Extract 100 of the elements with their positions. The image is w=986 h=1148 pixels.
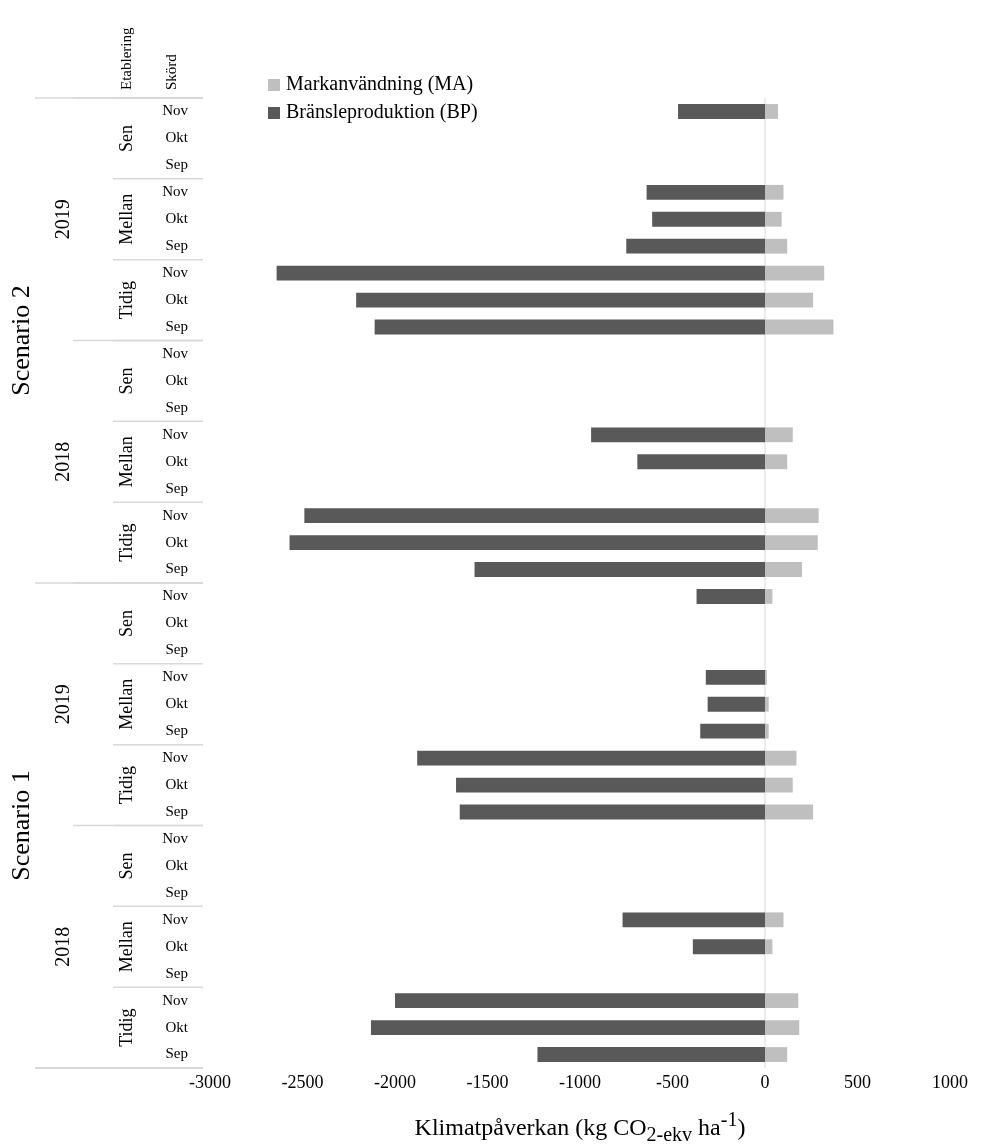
bar [765,993,799,1009]
text: Sen [115,852,136,880]
y-tick-label: Okt [165,937,189,954]
legend-label: Bränsleproduktion (BP) [286,100,478,124]
y-tick-label: Sep [165,560,188,577]
y-tick-label: Sep [165,479,188,496]
bar [765,1047,788,1062]
x-tick-label: -1500 [466,1071,509,1092]
bar [374,319,765,335]
x-tick-label: 500 [844,1071,871,1092]
text: Mellan [115,921,136,973]
bar [370,1020,765,1035]
bar [304,508,765,524]
bar [765,508,819,524]
bar [626,238,765,254]
text: 2019 [51,684,74,725]
bar [765,696,769,712]
y-tick-label: Okt [165,533,189,550]
y-tick-label: Sep [165,883,188,900]
y-tick-label: Sep [165,156,188,173]
y-tick-label: Nov [162,910,189,927]
text: 2018 [51,926,74,967]
bar [765,535,818,550]
bar [765,1020,800,1035]
y-tick-label: Okt [165,371,189,388]
bar [765,292,814,308]
bar [765,211,782,227]
y-tick-label: Nov [162,344,189,361]
y-tick-label: Okt [165,856,189,873]
y-tick-label: Okt [165,452,189,469]
text: Scenario 2 [5,285,35,396]
bar [474,562,765,577]
text: Scenario 1 [5,770,35,881]
bar [765,104,778,119]
y-tick-label: Sep [165,1045,188,1062]
x-tick-label: 0 [760,1071,770,1092]
x-tick-label: -3000 [189,1071,231,1092]
bar [705,669,765,685]
text: Sen [115,367,136,395]
y-tick-label: Nov [162,829,189,846]
x-tick-label: -2000 [374,1071,416,1092]
text: Mellan [115,678,136,730]
x-axis-title: Klimatpåverkan (kg CO$_{2-ekv}$ ha$^{-1}$) [413,1108,747,1146]
y-tick-label: Nov [162,991,189,1008]
bar [417,750,765,766]
y-tick-label: Okt [165,1018,189,1035]
bar [289,535,765,550]
text: Etablering [117,27,134,90]
bar [678,104,765,119]
y-tick-label: Okt [165,210,189,227]
bar [276,265,765,281]
y-tick-label: Okt [165,776,189,793]
bar [765,589,773,604]
text: Sen [115,609,136,637]
y-tick-label: Sep [165,802,188,819]
text: Tidig [115,280,136,320]
y-tick-label: Nov [162,668,189,685]
y-tick-label: Sep [165,317,188,334]
bar [765,184,784,200]
text: Tidig [115,765,136,805]
text: Tidig [115,1008,136,1047]
text: Sen [115,124,136,152]
y-tick-label: Sep [165,964,188,981]
bar [765,777,793,793]
x-tick-label: 1000 [932,1071,968,1092]
y-tick-label: Nov [162,749,189,766]
y-tick-label: Nov [162,425,189,442]
bar [622,912,765,928]
y-tick-label: Okt [165,129,189,146]
bar [707,696,765,712]
y-tick-label: Sep [165,237,188,254]
y-tick-label: Sep [165,641,188,658]
bar [765,750,797,766]
x-tick-label: -500 [656,1071,689,1092]
text: Skörd [162,53,179,90]
y-tick-label: Nov [162,183,189,200]
bar [652,211,765,227]
bar [765,562,802,577]
bar [356,292,765,308]
bar [646,184,765,200]
bar [765,238,788,254]
bar [765,912,784,928]
x-tick-label: -1000 [559,1071,601,1092]
text: Mellan [115,193,136,245]
bar [696,589,765,604]
y-tick-label: Okt [165,695,189,712]
bar [395,993,765,1009]
y-tick-label: Okt [165,291,189,308]
bar [765,723,769,739]
text: Mellan [115,436,136,488]
bar [692,939,765,955]
y-tick-label: Nov [162,264,189,281]
y-tick-label: Nov [162,506,189,523]
bar [700,723,765,739]
bar [765,939,773,955]
y-tick-label: Okt [165,614,189,631]
bar [537,1047,765,1062]
text: 2018 [51,441,74,482]
legend-label: Markanvändning (MA) [286,72,474,96]
y-tick-label: Nov [162,102,189,119]
